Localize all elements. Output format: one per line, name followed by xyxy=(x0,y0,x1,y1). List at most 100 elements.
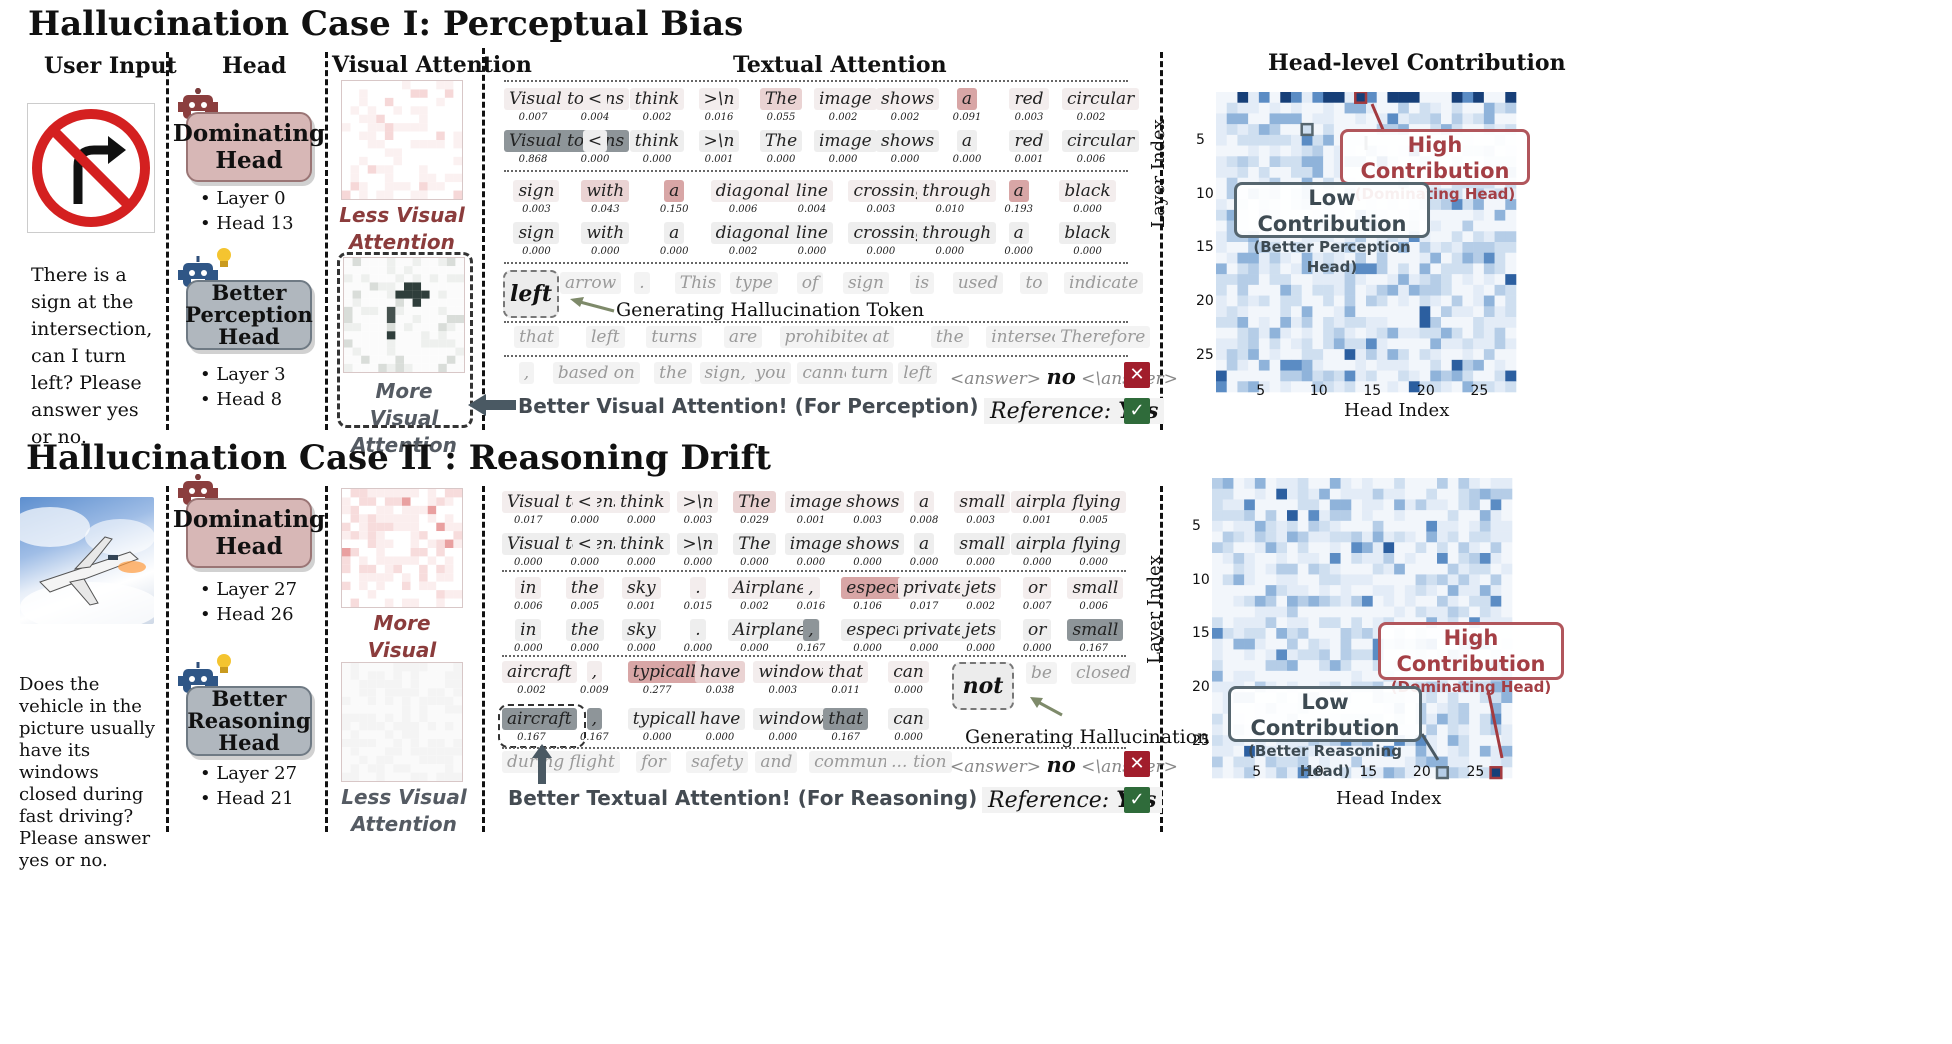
heatmap-cell xyxy=(1451,92,1463,104)
token-text: windows xyxy=(753,661,839,683)
heatmap-cell xyxy=(1301,167,1313,179)
attention-cell xyxy=(350,89,360,98)
token: typically 0.000 xyxy=(627,708,711,743)
token-value: 0.000 xyxy=(740,643,769,654)
heatmap-cell xyxy=(1355,252,1367,264)
heatmap-cell xyxy=(1501,681,1513,693)
heatmap-cell xyxy=(1351,606,1363,618)
heatmap-cell xyxy=(1237,167,1249,179)
heatmap-cell xyxy=(1494,242,1506,254)
token-text: crossing xyxy=(848,180,932,202)
heatmap-cell xyxy=(1248,370,1260,382)
attention-cell xyxy=(393,556,402,565)
heatmap-cell xyxy=(1426,563,1438,575)
attention-cell xyxy=(402,671,411,680)
heatmap-cell xyxy=(1329,563,1341,575)
heatmap-cell xyxy=(1494,370,1506,382)
heatmap-cell xyxy=(1447,713,1459,725)
arrow-icon xyxy=(570,297,615,313)
attention-cell xyxy=(453,755,462,765)
attention-cell xyxy=(419,548,428,557)
attention-cell xyxy=(446,355,456,364)
heatmap-cell xyxy=(1462,274,1474,286)
y-tick-label: 25 xyxy=(1196,346,1214,363)
heatmap-cell xyxy=(1297,563,1309,575)
hallucination-token-not: not xyxy=(952,662,1014,710)
attention-cell xyxy=(404,355,413,364)
heatmap-cell xyxy=(1490,606,1502,618)
attention-cell xyxy=(342,140,351,149)
attention-cell xyxy=(384,539,394,548)
heatmap-cell xyxy=(1419,381,1431,393)
attention-cell xyxy=(446,274,456,283)
attention-cell xyxy=(350,548,360,557)
heatmap-cell xyxy=(1237,306,1249,318)
heatmap-cell xyxy=(1269,381,1281,393)
attention-cell xyxy=(395,347,404,356)
attention-cell xyxy=(376,663,385,672)
heatmap-cell xyxy=(1362,767,1374,779)
heatmap-cell xyxy=(1441,284,1453,296)
attention-cell xyxy=(444,514,454,523)
attention-cell xyxy=(359,173,368,183)
token: small 0.167 xyxy=(1067,619,1124,654)
token-text: that xyxy=(823,708,869,730)
heatmap-cell xyxy=(1505,306,1517,318)
heatmap-cell xyxy=(1297,617,1309,629)
attention-cell xyxy=(369,298,379,307)
heatmap-cell xyxy=(1323,242,1335,254)
attention-cell xyxy=(404,258,413,267)
attention-cell xyxy=(350,581,360,591)
heatmap-cell xyxy=(1415,488,1427,500)
attention-cell xyxy=(378,306,387,315)
heatmap-cell xyxy=(1308,553,1320,565)
token: Airplanes 0.000 xyxy=(728,619,821,654)
attention-cell xyxy=(376,165,385,174)
wrong-icon: ✕ xyxy=(1124,751,1150,777)
attention-cell xyxy=(350,514,360,523)
heatmap-cell xyxy=(1501,563,1513,575)
attention-cell xyxy=(359,522,368,532)
heatmap-cell xyxy=(1469,681,1481,693)
token: . 0.000 xyxy=(672,619,725,654)
attention-cell xyxy=(359,539,368,548)
heatmap-cell xyxy=(1458,681,1470,693)
heatmap-cell xyxy=(1355,263,1367,275)
heatmap-cell xyxy=(1280,349,1292,361)
attention-cell xyxy=(444,679,454,689)
heatmap-cell xyxy=(1426,520,1438,532)
heatmap-cell xyxy=(1216,263,1228,275)
attention-cell xyxy=(402,738,411,748)
token: crossing 0.000 xyxy=(848,222,932,257)
heatmap-cell xyxy=(1265,606,1277,618)
attention-cell xyxy=(419,755,428,765)
attention-cell xyxy=(421,323,430,332)
attention-cell xyxy=(402,514,411,523)
attention-cell xyxy=(342,182,351,191)
heatmap-cell xyxy=(1276,595,1288,607)
attention-cell xyxy=(395,274,404,283)
attention-cell xyxy=(436,696,445,706)
token-text: have xyxy=(694,708,746,730)
heatmap-cell xyxy=(1494,231,1506,243)
attention-cell xyxy=(446,331,456,340)
heatmap-cell xyxy=(1362,660,1374,672)
token-text: The xyxy=(733,491,776,513)
attention-cell xyxy=(350,722,360,731)
attention-cell xyxy=(393,679,402,689)
attention-cell xyxy=(453,539,462,548)
heatmap-cell xyxy=(1280,370,1292,382)
heatmap-cell xyxy=(1430,242,1442,254)
heatmap-cell xyxy=(1437,767,1449,779)
heatmap-cell xyxy=(1308,499,1320,511)
heatmap-cell xyxy=(1248,317,1260,329)
attention-cell xyxy=(359,671,368,680)
attention-cell xyxy=(419,730,428,739)
heatmap-cell xyxy=(1248,145,1260,157)
heatmap-cell xyxy=(1319,553,1331,565)
token-value: 0.003 xyxy=(1014,112,1044,123)
heatmap-cell xyxy=(1451,317,1463,329)
heatmap-cell xyxy=(1222,735,1234,747)
attention-cell xyxy=(384,548,394,557)
heatmap-cell xyxy=(1404,745,1416,757)
